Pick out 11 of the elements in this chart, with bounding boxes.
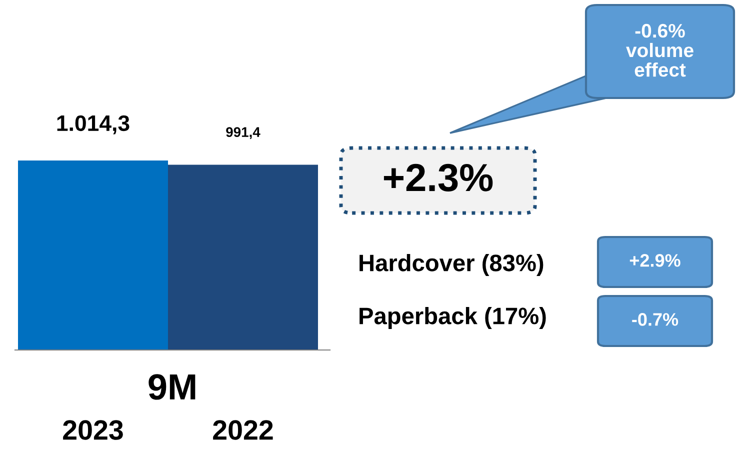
data-label: 1.014,3 <box>57 115 130 134</box>
text: +2.9% <box>630 254 680 267</box>
x-axis-title: 9M <box>148 374 196 400</box>
text: -0.7% <box>632 313 678 326</box>
text: -0.6% volume effect <box>626 24 694 77</box>
text: +2.3% <box>384 164 493 192</box>
text: Paperback (17%) <box>360 306 546 330</box>
text: Hardcover (83%) <box>360 254 544 276</box>
data-label: 991,4 <box>226 127 260 140</box>
x-tick-label: 2023 <box>63 420 123 440</box>
x-tick-label: 2022 <box>213 420 273 440</box>
